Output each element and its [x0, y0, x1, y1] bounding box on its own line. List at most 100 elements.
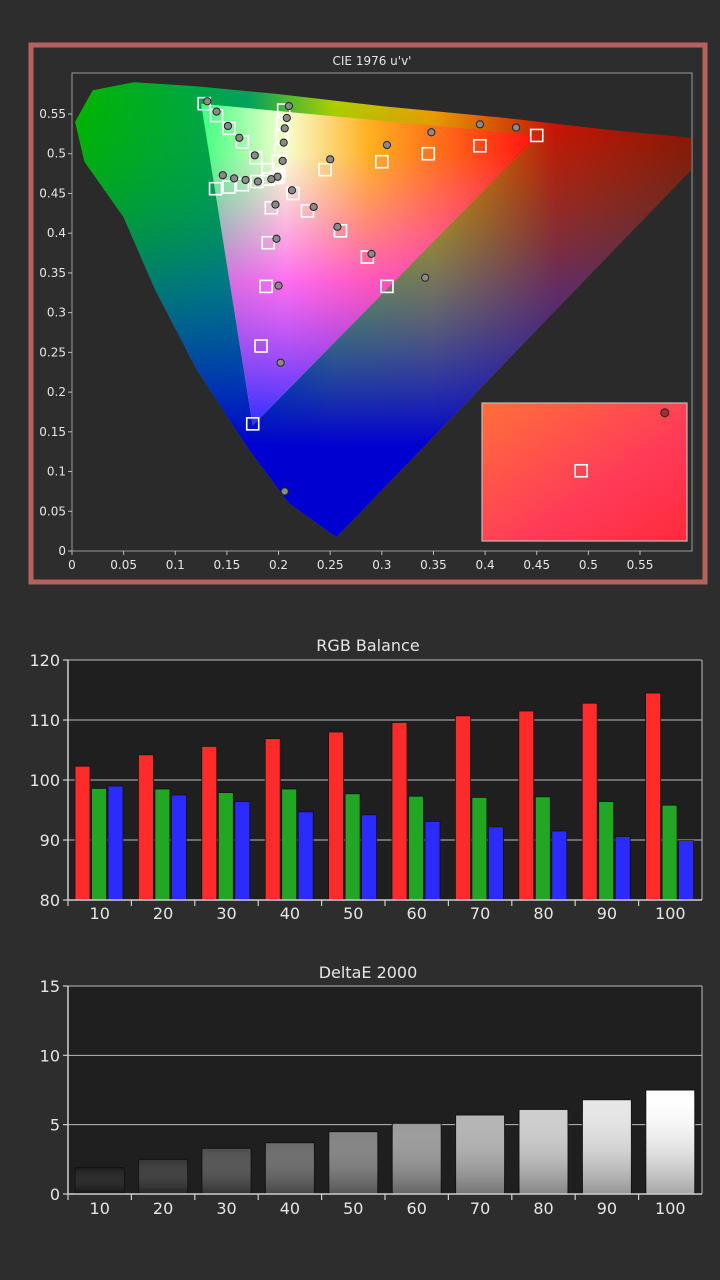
gamut-triangle-shade — [201, 103, 538, 426]
measured-circle — [218, 171, 227, 180]
x-tick-label: 0.35 — [420, 558, 447, 572]
inset-target-square — [574, 463, 588, 478]
x-tick-label: 0.25 — [317, 558, 344, 572]
rgb-bar — [614, 835, 631, 901]
y-tick-label: 0.4 — [47, 226, 66, 240]
rgb-x-tick-label: 80 — [533, 904, 553, 923]
cie-chart: CIE 1976 u'v' 0 0.05 0.1 0.15 0.2 0.25 0.3 0.35… — [28, 42, 708, 585]
y-tick-label: 0.55 — [39, 107, 66, 121]
target-square — [318, 162, 332, 177]
rgb-x-tick-label: 90 — [597, 904, 617, 923]
x-tick-label: 0.45 — [523, 558, 550, 572]
rgb-y-tick-label: 90 — [40, 831, 60, 850]
rgb-bar — [424, 820, 441, 901]
rgb-bar — [137, 754, 154, 901]
measured-circle — [230, 174, 239, 183]
deltae-x-tick-label: 20 — [153, 1199, 173, 1218]
rgb-bar — [74, 765, 91, 901]
deltae-title: DeltaE 2000 — [319, 963, 418, 982]
rgb-axes: 80 90 100 110 120 10 20 30 40 50 60 70 80 90 100 — [29, 651, 702, 923]
rgb-y-tick-label: 80 — [40, 891, 60, 910]
measured-circle — [278, 156, 287, 165]
measured-circle — [241, 175, 250, 185]
deltae-x-tick-label: 90 — [597, 1199, 617, 1218]
rgb-x-tick-label: 60 — [407, 904, 427, 923]
rgb-bar — [328, 731, 345, 901]
deltae-x-tick-label: 40 — [280, 1199, 300, 1218]
rgb-x-tick-label: 100 — [655, 904, 686, 923]
x-tick-label: 0.15 — [214, 558, 241, 572]
measured-circle — [272, 234, 281, 243]
rgb-bar — [454, 715, 471, 901]
rgb-balance-panel: RGB Balance 80 90 100 110 120 10 20 30 40 50 60 70 8… — [0, 620, 720, 930]
rgb-bar — [154, 788, 171, 901]
measured-circle — [267, 175, 276, 184]
x-tick-label: 0.3 — [372, 558, 391, 572]
rgb-x-tick-label: 10 — [90, 904, 110, 923]
rgb-bar — [170, 794, 187, 901]
measured-circle — [333, 222, 342, 231]
deltae-axes: 0 5 10 15 10 20 30 40 50 60 70 80 90 100 — [40, 977, 702, 1218]
rgb-bar — [391, 722, 408, 901]
y-tick-label: 0.35 — [39, 266, 66, 280]
measured-circle — [271, 200, 280, 209]
measured-circle — [427, 128, 436, 137]
x-tick-label: 0.4 — [476, 558, 495, 572]
measured-circle — [287, 186, 297, 195]
measured-circle — [421, 273, 430, 282]
measured-circle — [511, 123, 521, 132]
deltae-x-tick-label: 80 — [533, 1199, 553, 1218]
y-tick-label: 0.25 — [39, 345, 66, 359]
y-tick-label: 0 — [58, 544, 66, 558]
deltae-bar-shade — [265, 1142, 315, 1194]
deltae-bar-shade — [582, 1099, 632, 1194]
measured-circle — [326, 155, 335, 164]
rgb-x-tick-label: 40 — [280, 904, 300, 923]
y-tick-label: 0.3 — [47, 306, 66, 320]
deltae-bar-shade — [75, 1167, 125, 1194]
cie-diagram — [75, 82, 692, 538]
measured-circle — [279, 138, 288, 147]
measured-circle — [280, 124, 289, 133]
rgb-bar — [297, 811, 314, 901]
deltae-bar-shade — [519, 1109, 568, 1194]
target-square — [222, 180, 236, 194]
y-tick-label: 0.45 — [39, 186, 66, 200]
rgb-title: RGB Balance — [316, 636, 419, 655]
rgb-bar — [518, 710, 535, 901]
deltae-x-tick-label: 60 — [407, 1199, 427, 1218]
deltae-bar-shade — [328, 1131, 378, 1194]
x-tick-label: 0.1 — [166, 558, 185, 572]
y-tick-label: 0.05 — [39, 504, 66, 518]
deltae-x-tick-label: 50 — [343, 1199, 363, 1218]
rgb-bar — [661, 804, 678, 901]
rgb-bar — [217, 792, 234, 901]
rgb-bar — [534, 796, 551, 901]
deltae-bar-shade — [138, 1159, 188, 1194]
measured-circle — [253, 177, 262, 186]
target-square — [259, 279, 273, 294]
target-square — [208, 181, 223, 196]
rgb-bar — [678, 840, 694, 901]
rgb-y-tick-label: 110 — [29, 711, 60, 730]
target-square — [245, 417, 260, 431]
deltae-bar-shade — [202, 1148, 251, 1194]
measured-circle — [212, 107, 221, 116]
y-tick-label: 0.15 — [39, 425, 66, 439]
cie-points — [197, 96, 544, 496]
rgb-bar — [551, 830, 568, 901]
cie-chart-panel: CIE 1976 u'v' 0 0.05 0.1 0.15 0.2 0.25 0.3 0.35… — [0, 0, 720, 600]
measured-circle — [367, 249, 376, 258]
deltae-x-tick-label: 30 — [216, 1199, 236, 1218]
deltae-y-tick-label: 10 — [40, 1046, 60, 1065]
x-tick-label: 0.5 — [579, 558, 598, 572]
deltae-chart: DeltaE 2000 0 5 10 15 10 20 30 40 50 60 70 80 90 100 — [40, 963, 703, 1218]
rgb-y-tick-label: 100 — [29, 771, 60, 790]
measured-circle — [280, 487, 289, 496]
rgb-bar — [234, 801, 251, 901]
deltae-bar-shade — [455, 1114, 505, 1194]
measured-circle — [203, 97, 212, 106]
measured-circle — [274, 281, 283, 290]
target-square — [261, 235, 276, 250]
